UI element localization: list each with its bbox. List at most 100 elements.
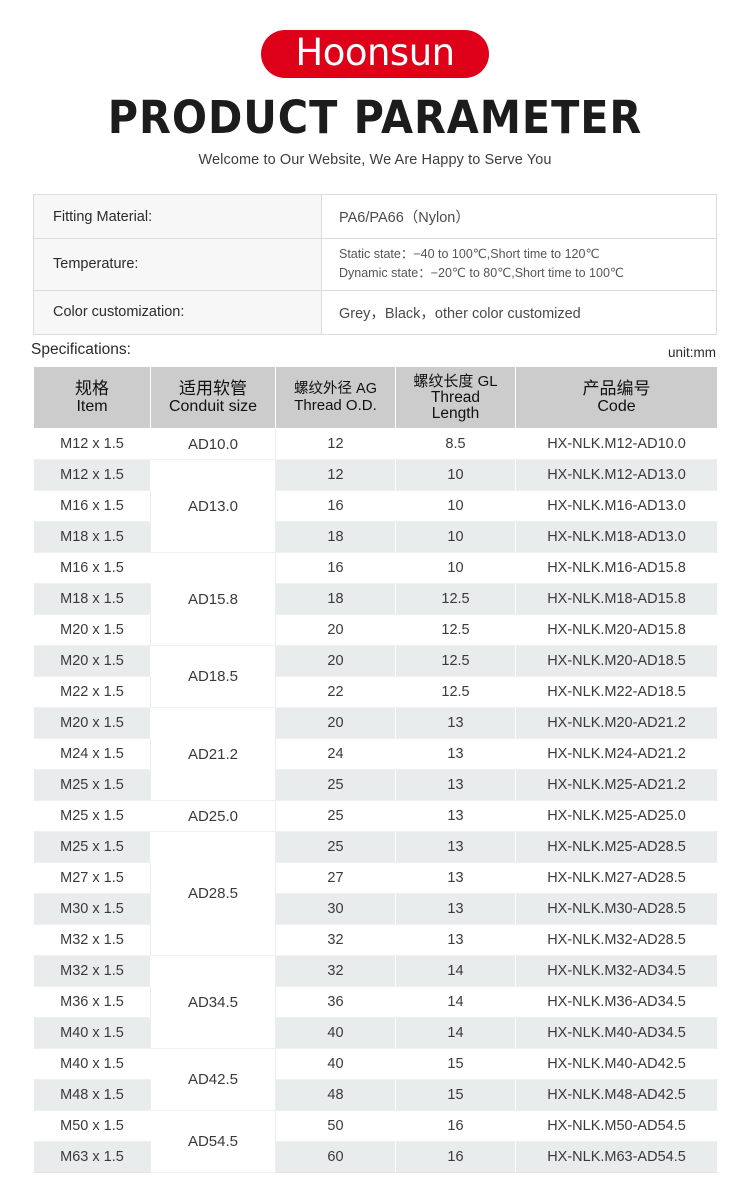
cell-code: HX-NLK.M12-AD13.0 [515, 459, 718, 491]
cell-item: M63 x 1.5 [33, 1141, 151, 1173]
cell-thread-length: 13 [395, 831, 516, 863]
column-header-thread-od-en: Thread O.D. [294, 397, 377, 415]
cell-item: M24 x 1.5 [33, 738, 151, 770]
cell-code: HX-NLK.M30-AD28.5 [515, 893, 718, 925]
cell-thread-od: 18 [275, 521, 396, 553]
cell-thread-length: 8.5 [395, 428, 516, 460]
table-row: M24 x 1.5 24 13 HX-NLK.M24-AD21.2 [33, 738, 718, 770]
properties-table: Fitting Material: PA6/PA66（Nylon） Temper… [33, 194, 717, 335]
cell-thread-length: 13 [395, 738, 516, 770]
temperature-dynamic-line: Dynamic state：−20℃ to 80℃,Short time to … [339, 266, 624, 281]
cell-thread-length: 14 [395, 986, 516, 1018]
table-row: M18 x 1.5 18 12.5 HX-NLK.M18-AD15.8 [33, 583, 718, 615]
page-title: PRODUCT PARAMETER [107, 91, 643, 144]
cell-item: M32 x 1.5 [33, 924, 151, 956]
cell-code: HX-NLK.M20-AD15.8 [515, 614, 718, 646]
cell-item: M36 x 1.5 [33, 986, 151, 1018]
table-row: M63 x 1.5 60 16 HX-NLK.M63-AD54.5 [33, 1141, 718, 1173]
cell-item: M12 x 1.5 [33, 459, 151, 491]
column-header-thread-length-cn: 螺纹长度 GL [413, 372, 498, 390]
cell-thread-od: 32 [275, 955, 396, 987]
cell-thread-length: 12.5 [395, 583, 516, 615]
cell-thread-length: 13 [395, 924, 516, 956]
page-subtitle: Welcome to Our Website, We Are Happy to … [198, 152, 552, 169]
cell-conduit-size: AD15.8 [150, 552, 276, 646]
cell-item: M18 x 1.5 [33, 521, 151, 553]
cell-code: HX-NLK.M20-AD21.2 [515, 707, 718, 739]
property-value-color: Grey，Black，other color customized [321, 289, 717, 335]
cell-item: M40 x 1.5 [33, 1017, 151, 1049]
specifications-caption: Specifications: [31, 341, 131, 358]
cell-conduit-size: AD18.5 [150, 645, 276, 708]
cell-code: HX-NLK.M32-AD28.5 [515, 924, 718, 956]
cell-thread-od: 24 [275, 738, 396, 770]
table-row: M30 x 1.5 30 13 HX-NLK.M30-AD28.5 [33, 893, 718, 925]
cell-code: HX-NLK.M24-AD21.2 [515, 738, 718, 770]
column-header-conduit-size: 适用软管 Conduit size [150, 366, 276, 429]
cell-thread-length: 13 [395, 862, 516, 894]
cell-thread-length: 15 [395, 1048, 516, 1080]
column-header-conduit-en: Conduit size [168, 398, 258, 416]
cell-item: M32 x 1.5 [33, 955, 151, 987]
cell-code: HX-NLK.M27-AD28.5 [515, 862, 718, 894]
cell-code: HX-NLK.M25-AD21.2 [515, 769, 718, 801]
cell-thread-length: 15 [395, 1079, 516, 1111]
specifications-table: 规格 Item 适用软管 Conduit size 螺纹外径 AG Thread… [33, 366, 718, 1173]
cell-code: HX-NLK.M36-AD34.5 [515, 986, 718, 1018]
cell-item: M25 x 1.5 [33, 800, 151, 832]
cell-conduit-size: AD54.5 [150, 1110, 276, 1173]
cell-thread-od: 16 [275, 552, 396, 584]
cell-thread-od: 40 [275, 1048, 396, 1080]
cell-item: M20 x 1.5 [33, 707, 151, 739]
table-row: M40 x 1.5 AD42.5 40 15 HX-NLK.M40-AD42.5 [33, 1048, 718, 1111]
table-row: M40 x 1.5 40 14 HX-NLK.M40-AD34.5 [33, 1017, 718, 1049]
cell-thread-od: 50 [275, 1110, 396, 1142]
cell-item: M40 x 1.5 [33, 1048, 151, 1080]
property-value-material: PA6/PA66（Nylon） [321, 194, 717, 239]
column-header-item-cn: 规格 [75, 378, 109, 398]
property-value-temperature: Static state：−40 to 100℃,Short time to 1… [321, 238, 717, 291]
cell-thread-length: 14 [395, 955, 516, 987]
cell-thread-od: 25 [275, 769, 396, 801]
cell-thread-od: 20 [275, 707, 396, 739]
table-row: M22 x 1.5 22 12.5 HX-NLK.M22-AD18.5 [33, 676, 718, 708]
table-row: M27 x 1.5 27 13 HX-NLK.M27-AD28.5 [33, 862, 718, 894]
logo-text: Hoonsun [295, 31, 455, 74]
table-row: M12 x 1.5 AD13.0 12 10 HX-NLK.M12-AD13.0 [33, 459, 718, 553]
cell-code: HX-NLK.M22-AD18.5 [515, 676, 718, 708]
cell-conduit-size: AD42.5 [150, 1048, 276, 1111]
specifications-body: M12 x 1.5 AD10.0 12 8.5 HX-NLK.M12-AD10.0 M12… [33, 428, 718, 1173]
cell-thread-od: 22 [275, 676, 396, 708]
cell-code: HX-NLK.M16-AD15.8 [515, 552, 718, 584]
cell-thread-length: 13 [395, 707, 516, 739]
cell-thread-length: 14 [395, 1017, 516, 1049]
table-row: M20 x 1.5 AD18.5 20 12.5 HX-NLK.M20-AD18.5 [33, 645, 718, 708]
cell-item: M16 x 1.5 [33, 552, 151, 584]
cell-code: HX-NLK.M18-AD13.0 [515, 521, 718, 553]
cell-code: HX-NLK.M48-AD42.5 [515, 1079, 718, 1111]
cell-thread-od: 20 [275, 645, 396, 677]
cell-code: HX-NLK.M20-AD18.5 [515, 645, 718, 677]
cell-thread-od: 36 [275, 986, 396, 1018]
column-header-thread-od: 螺纹外径 AG Thread O.D. [275, 366, 396, 429]
cell-thread-length: 12.5 [395, 645, 516, 677]
column-header-code-en: Code [597, 398, 636, 416]
table-row: M50 x 1.5 AD54.5 50 16 HX-NLK.M50-AD54.5 [33, 1110, 718, 1173]
cell-code: HX-NLK.M40-AD42.5 [515, 1048, 718, 1080]
table-row: M25 x 1.5 25 13 HX-NLK.M25-AD21.2 [33, 769, 718, 801]
cell-conduit-size: AD10.0 [150, 428, 276, 460]
property-label-color: Color customization: [33, 289, 322, 335]
cell-conduit-size: AD28.5 [150, 831, 276, 956]
spec-header-row: 规格 Item 适用软管 Conduit size 螺纹外径 AG Thread… [33, 366, 718, 429]
cell-thread-od: 25 [275, 800, 396, 832]
column-header-conduit-cn: 适用软管 [179, 378, 247, 398]
cell-code: HX-NLK.M40-AD34.5 [515, 1017, 718, 1049]
table-row: M20 x 1.5 AD21.2 20 13 HX-NLK.M20-AD21.2 [33, 707, 718, 801]
table-row: Fitting Material: PA6/PA66（Nylon） [33, 194, 717, 239]
cell-code: HX-NLK.M50-AD54.5 [515, 1110, 718, 1142]
cell-item: M20 x 1.5 [33, 645, 151, 677]
cell-thread-od: 40 [275, 1017, 396, 1049]
cell-code: HX-NLK.M18-AD15.8 [515, 583, 718, 615]
cell-thread-length: 13 [395, 800, 516, 832]
temperature-static-line: Static state：−40 to 100℃,Short time to 1… [339, 247, 600, 261]
